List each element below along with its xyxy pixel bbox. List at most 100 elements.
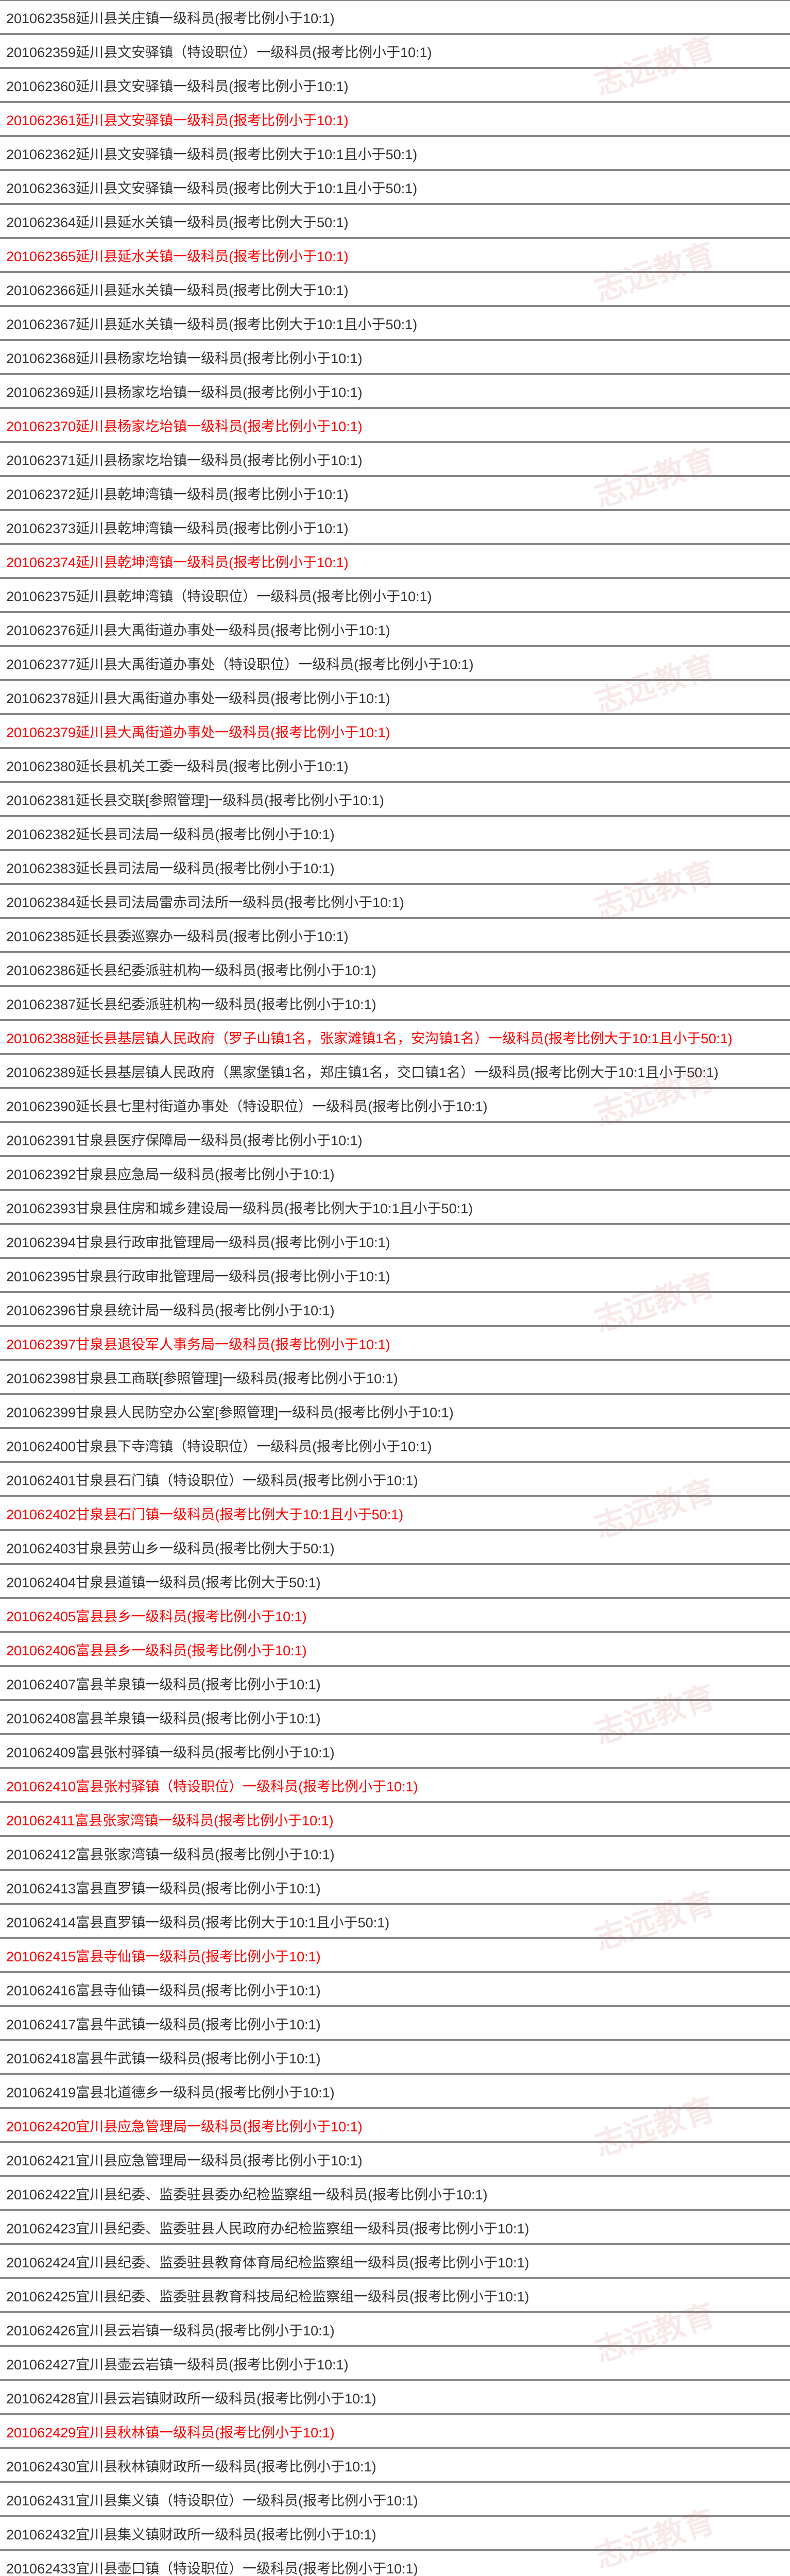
table-row: 201062419富县北道德乡一级科员(报考比例小于10:1): [0, 2074, 790, 2108]
row-text: 201062411富县张家湾镇一级科员(报考比例小于10:1): [6, 1809, 334, 1829]
row-text: 201062389延长县基层镇人民政府（黑家堡镇1名，郑庄镇1名，交口镇1名）一…: [6, 1061, 718, 1081]
table-row: 201062390延长县七里村街道办事处（特设职位）一级科员(报考比例小于10:…: [0, 1088, 790, 1122]
row-text: 201062415富县寺仙镇一级科员(报考比例小于10:1): [6, 1945, 321, 1965]
row-text: 201062399甘泉县人民防空办公室[参照管理]一级科员(报考比例小于10:1…: [6, 1401, 454, 1421]
table-row: 201062369延川县杨家圪坮镇一级科员(报考比例小于10:1): [0, 374, 790, 408]
table-row: 201062384延长县司法局雷赤司法所一级科员(报考比例小于10:1): [0, 884, 790, 918]
table-row: 201062361延川县文安驿镇一级科员(报考比例小于10:1): [0, 102, 790, 136]
table-row: 201062360延川县文安驿镇一级科员(报考比例小于10:1): [0, 68, 790, 102]
row-text: 201062394甘泉县行政审批管理局一级科员(报考比例小于10:1): [6, 1231, 390, 1251]
row-text: 201062370延川县杨家圪坮镇一级科员(报考比例小于10:1): [6, 415, 363, 435]
table-row: 201062388延长县基层镇人民政府（罗子山镇1名，张家滩镇1名，安沟镇1名）…: [0, 1020, 790, 1054]
table-row: 201062409富县张村驿镇一级科员(报考比例小于10:1): [0, 1734, 790, 1768]
row-text: 201062430宜川县秋林镇财政所一级科员(报考比例小于10:1): [6, 2455, 376, 2476]
table-row: 201062394甘泉县行政审批管理局一级科员(报考比例小于10:1): [0, 1224, 790, 1258]
table-row: 201062397甘泉县退役军人事务局一级科员(报考比例小于10:1): [0, 1326, 790, 1360]
table-row: 201062389延长县基层镇人民政府（黑家堡镇1名，郑庄镇1名，交口镇1名）一…: [0, 1054, 790, 1088]
table-row: 201062420宜川县应急管理局一级科员(报考比例小于10:1): [0, 2108, 790, 2142]
table-row: 201062376延川县大禹街道办事处一级科员(报考比例小于10:1): [0, 612, 790, 646]
table-row: 201062366延川县延水关镇一级科员(报考比例大于10:1): [0, 272, 790, 306]
table-row: 201062380延长县机关工委一级科员(报考比例小于10:1): [0, 748, 790, 782]
row-text: 201062397甘泉县退役军人事务局一级科员(报考比例小于10:1): [6, 1333, 390, 1353]
row-text: 201062368延川县杨家圪坮镇一级科员(报考比例小于10:1): [6, 347, 363, 367]
table-row: 201062382延长县司法局一级科员(报考比例小于10:1): [0, 816, 790, 850]
table-row: 201062410富县张村驿镇（特设职位）一级科员(报考比例小于10:1): [0, 1768, 790, 1802]
row-text: 201062375延川县乾坤湾镇（特设职位）一级科员(报考比例小于10:1): [6, 585, 432, 605]
data-table: 201062358延川县关庄镇一级科员(报考比例小于10:1) 201062359…: [0, 0, 790, 2576]
row-text: 201062392甘泉县应急局一级科员(报考比例小于10:1): [6, 1163, 335, 1183]
row-text: 201062379延川县大禹街道办事处一级科员(报考比例小于10:1): [6, 721, 390, 741]
table-row: 201062425宜川县纪委、监委驻县教育科技局纪检监察组一级科员(报考比例小于…: [0, 2278, 790, 2312]
table-row: 201062408富县羊泉镇一级科员(报考比例小于10:1): [0, 1700, 790, 1734]
row-text: 201062362延川县文安驿镇一级科员(报考比例大于10:1且小于50:1): [6, 143, 417, 163]
table-row: 201062385延长县委巡察办一级科员(报考比例小于10:1): [0, 918, 790, 952]
row-text: 201062431宜川县集义镇（特设职位）一级科员(报考比例小于10:1): [6, 2489, 418, 2510]
table-row: 201062381延长县交联[参照管理]一级科员(报考比例小于10:1): [0, 782, 790, 816]
row-text: 201062361延川县文安驿镇一级科员(报考比例小于10:1): [6, 109, 349, 129]
row-text: 201062426宜川县云岩镇一级科员(报考比例小于10:1): [6, 2319, 335, 2340]
table-row: 201062383延长县司法局一级科员(报考比例小于10:1): [0, 850, 790, 884]
table-row: 201062362延川县文安驿镇一级科员(报考比例大于10:1且小于50:1): [0, 136, 790, 170]
row-text: 201062424宜川县纪委、监委驻县教育体育局纪检监察组一级科员(报考比例小于…: [6, 2251, 529, 2272]
table-row: 201062416富县寺仙镇一级科员(报考比例小于10:1): [0, 1972, 790, 2006]
row-text: 201062401甘泉县石门镇（特设职位）一级科员(报考比例小于10:1): [6, 1469, 418, 1489]
row-text: 201062420宜川县应急管理局一级科员(报考比例小于10:1): [6, 2115, 363, 2136]
row-text: 201062432宜川县集义镇财政所一级科员(报考比例小于10:1): [6, 2523, 376, 2544]
row-text: 201062422宜川县纪委、监委驻县委办纪检监察组一级科员(报考比例小于10:…: [6, 2183, 488, 2204]
table-row: 201062401甘泉县石门镇（特设职位）一级科员(报考比例小于10:1): [0, 1462, 790, 1496]
row-text: 201062417富县牛武镇一级科员(报考比例小于10:1): [6, 2013, 321, 2033]
table-row: 201062387延长县纪委派驻机构一级科员(报考比例小于10:1): [0, 986, 790, 1020]
table-row: 201062424宜川县纪委、监委驻县教育体育局纪检监察组一级科员(报考比例小于…: [0, 2244, 790, 2278]
table-row: 201062373延川县乾坤湾镇一级科员(报考比例小于10:1): [0, 510, 790, 544]
row-text: 201062386延长县纪委派驻机构一级科员(报考比例小于10:1): [6, 959, 376, 979]
row-text: 201062400甘泉县下寺湾镇（特设职位）一级科员(报考比例小于10:1): [6, 1435, 432, 1455]
table-row: 201062414富县直罗镇一级科员(报考比例大于10:1且小于50:1): [0, 1904, 790, 1938]
table-row: 201062402甘泉县石门镇一级科员(报考比例大于10:1且小于50:1): [0, 1496, 790, 1530]
row-text: 201062381延长县交联[参照管理]一级科员(报考比例小于10:1): [6, 789, 384, 809]
table-row: 201062399甘泉县人民防空办公室[参照管理]一级科员(报考比例小于10:1…: [0, 1394, 790, 1428]
table-row: 201062386延长县纪委派驻机构一级科员(报考比例小于10:1): [0, 952, 790, 986]
row-text: 201062380延长县机关工委一级科员(报考比例小于10:1): [6, 755, 349, 775]
row-text: 201062358延川县关庄镇一级科员(报考比例小于10:1): [6, 7, 335, 27]
row-text: 201062407富县羊泉镇一级科员(报考比例小于10:1): [6, 1673, 321, 1693]
row-text: 201062413富县直罗镇一级科员(报考比例小于10:1): [6, 1877, 321, 1897]
row-text: 201062367延川县延水关镇一级科员(报考比例大于10:1且小于50:1): [6, 313, 417, 333]
table-row: 201062393甘泉县住房和城乡建设局一级科员(报考比例大于10:1且小于50…: [0, 1190, 790, 1224]
row-text: 201062412富县张家湾镇一级科员(报考比例小于10:1): [6, 1843, 335, 1863]
row-text: 201062359延川县文安驿镇（特设职位）一级科员(报考比例小于10:1): [6, 41, 432, 61]
row-text: 201062409富县张村驿镇一级科员(报考比例小于10:1): [6, 1741, 335, 1761]
row-text: 201062404甘泉县道镇一级科员(报考比例大于50:1): [6, 1571, 321, 1591]
table-row: 201062400甘泉县下寺湾镇（特设职位）一级科员(报考比例小于10:1): [0, 1428, 790, 1462]
table-row: 201062413富县直罗镇一级科员(报考比例小于10:1): [0, 1870, 790, 1904]
table-row: 201062395甘泉县行政审批管理局一级科员(报考比例小于10:1): [0, 1258, 790, 1292]
row-text: 201062374延川县乾坤湾镇一级科员(报考比例小于10:1): [6, 551, 349, 571]
row-text: 201062378延川县大禹街道办事处一级科员(报考比例小于10:1): [6, 687, 390, 707]
row-text: 201062421宜川县应急管理局一级科员(报考比例小于10:1): [6, 2149, 363, 2170]
row-text: 201062410富县张村驿镇（特设职位）一级科员(报考比例小于10:1): [6, 1775, 418, 1795]
table-row: 201062358延川县关庄镇一级科员(报考比例小于10:1): [0, 0, 790, 34]
row-text: 201062427宜川县壶云岩镇一级科员(报考比例小于10:1): [6, 2353, 349, 2374]
table-row: 201062429宜川县秋林镇一级科员(报考比例小于10:1): [0, 2414, 790, 2448]
row-text: 201062371延川县杨家圪坮镇一级科员(报考比例小于10:1): [6, 449, 363, 469]
row-text: 201062384延长县司法局雷赤司法所一级科员(报考比例小于10:1): [6, 891, 404, 911]
row-text: 201062405富县县乡一级科员(报考比例小于10:1): [6, 1605, 307, 1625]
row-text: 201062396甘泉县统计局一级科员(报考比例小于10:1): [6, 1299, 335, 1319]
table-row: 201062403甘泉县劳山乡一级科员(报考比例大于50:1): [0, 1530, 790, 1564]
table-row: 201062368延川县杨家圪坮镇一级科员(报考比例小于10:1): [0, 340, 790, 374]
table-row: 201062423宜川县纪委、监委驻县人民政府办纪检监察组一级科员(报考比例小于…: [0, 2210, 790, 2244]
table-row: 201062422宜川县纪委、监委驻县委办纪检监察组一级科员(报考比例小于10:…: [0, 2176, 790, 2210]
row-text: 201062429宜川县秋林镇一级科员(报考比例小于10:1): [6, 2421, 335, 2442]
row-text: 201062428宜川县云岩镇财政所一级科员(报考比例小于10:1): [6, 2387, 376, 2408]
table-row: 201062372延川县乾坤湾镇一级科员(报考比例小于10:1): [0, 476, 790, 510]
row-text: 201062372延川县乾坤湾镇一级科员(报考比例小于10:1): [6, 483, 349, 503]
row-text: 201062433宜川县壶口镇（特设职位）一级科员(报考比例小于10:1): [6, 2557, 418, 2576]
row-text: 201062360延川县文安驿镇一级科员(报考比例小于10:1): [6, 75, 349, 95]
table-row: 201062374延川县乾坤湾镇一级科员(报考比例小于10:1): [0, 544, 790, 578]
row-text: 201062425宜川县纪委、监委驻县教育科技局纪检监察组一级科员(报考比例小于…: [6, 2285, 529, 2306]
row-text: 201062387延长县纪委派驻机构一级科员(报考比例小于10:1): [6, 993, 376, 1013]
row-text: 201062418富县牛武镇一级科员(报考比例小于10:1): [6, 2047, 321, 2067]
table-row: 201062412富县张家湾镇一级科员(报考比例小于10:1): [0, 1836, 790, 1870]
table-row: 201062431宜川县集义镇（特设职位）一级科员(报考比例小于10:1): [0, 2482, 790, 2516]
table-row: 201062396甘泉县统计局一级科员(报考比例小于10:1): [0, 1292, 790, 1326]
row-text: 201062377延川县大禹街道办事处（特设职位）一级科员(报考比例小于10:1…: [6, 653, 474, 673]
